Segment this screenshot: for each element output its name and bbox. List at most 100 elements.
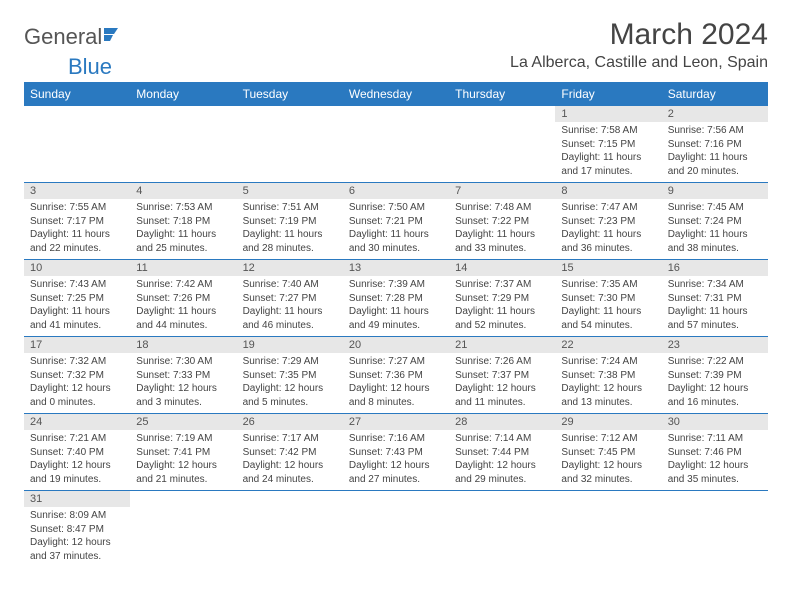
daylight-text: Daylight: 11 hours and 33 minutes. (455, 228, 549, 255)
daylight-text: Daylight: 11 hours and 22 minutes. (30, 228, 124, 255)
daylight-text: Daylight: 12 hours and 29 minutes. (455, 459, 549, 486)
day-info-cell: Sunrise: 7:24 AMSunset: 7:38 PMDaylight:… (555, 353, 661, 414)
sunset-text: Sunset: 7:17 PM (30, 215, 124, 229)
daylight-text: Daylight: 12 hours and 21 minutes. (136, 459, 230, 486)
logo-flag-icon (104, 24, 126, 50)
daylight-text: Daylight: 11 hours and 25 minutes. (136, 228, 230, 255)
sunrise-text: Sunrise: 7:32 AM (30, 355, 124, 369)
daylight-text: Daylight: 12 hours and 0 minutes. (30, 382, 124, 409)
sunset-text: Sunset: 7:21 PM (349, 215, 443, 229)
day-info-cell (237, 122, 343, 183)
day-number-cell: 15 (555, 260, 661, 277)
day-header: Sunday (24, 82, 130, 106)
day-info-cell: Sunrise: 7:30 AMSunset: 7:33 PMDaylight:… (130, 353, 236, 414)
sunrise-text: Sunrise: 7:58 AM (561, 124, 655, 138)
sunset-text: Sunset: 8:47 PM (30, 523, 124, 537)
daylight-text: Daylight: 11 hours and 36 minutes. (561, 228, 655, 255)
sunset-text: Sunset: 7:18 PM (136, 215, 230, 229)
day-number-cell (237, 491, 343, 508)
sunrise-text: Sunrise: 7:16 AM (349, 432, 443, 446)
sunrise-text: Sunrise: 7:22 AM (668, 355, 762, 369)
sunset-text: Sunset: 7:23 PM (561, 215, 655, 229)
day-info-cell: Sunrise: 7:21 AMSunset: 7:40 PMDaylight:… (24, 430, 130, 491)
sunset-text: Sunset: 7:38 PM (561, 369, 655, 383)
day-info-cell: Sunrise: 7:45 AMSunset: 7:24 PMDaylight:… (662, 199, 768, 260)
day-header: Tuesday (237, 82, 343, 106)
sunrise-text: Sunrise: 7:12 AM (561, 432, 655, 446)
day-number-cell: 5 (237, 183, 343, 200)
day-info-cell (343, 122, 449, 183)
day-info-cell: Sunrise: 7:19 AMSunset: 7:41 PMDaylight:… (130, 430, 236, 491)
day-info-cell: Sunrise: 7:26 AMSunset: 7:37 PMDaylight:… (449, 353, 555, 414)
day-number-cell (449, 491, 555, 508)
daynum-row: 17181920212223 (24, 337, 768, 354)
sunrise-text: Sunrise: 7:27 AM (349, 355, 443, 369)
daylight-text: Daylight: 11 hours and 44 minutes. (136, 305, 230, 332)
sunset-text: Sunset: 7:33 PM (136, 369, 230, 383)
daylight-text: Daylight: 12 hours and 32 minutes. (561, 459, 655, 486)
sunset-text: Sunset: 7:29 PM (455, 292, 549, 306)
day-info-cell: Sunrise: 7:39 AMSunset: 7:28 PMDaylight:… (343, 276, 449, 337)
daylight-text: Daylight: 11 hours and 17 minutes. (561, 151, 655, 178)
daylight-text: Daylight: 12 hours and 35 minutes. (668, 459, 762, 486)
day-info-cell: Sunrise: 7:37 AMSunset: 7:29 PMDaylight:… (449, 276, 555, 337)
daylight-text: Daylight: 12 hours and 27 minutes. (349, 459, 443, 486)
day-number-cell: 27 (343, 414, 449, 431)
day-number-cell: 23 (662, 337, 768, 354)
sunset-text: Sunset: 7:15 PM (561, 138, 655, 152)
day-number-cell: 30 (662, 414, 768, 431)
day-number-cell: 16 (662, 260, 768, 277)
month-title: March 2024 (510, 18, 768, 52)
day-number-cell: 7 (449, 183, 555, 200)
sunrise-text: Sunrise: 7:37 AM (455, 278, 549, 292)
day-info-cell (130, 507, 236, 567)
day-number-cell: 24 (24, 414, 130, 431)
info-row: Sunrise: 7:55 AMSunset: 7:17 PMDaylight:… (24, 199, 768, 260)
day-number-cell: 26 (237, 414, 343, 431)
sunset-text: Sunset: 7:28 PM (349, 292, 443, 306)
day-number-cell (343, 106, 449, 122)
day-number-cell: 13 (343, 260, 449, 277)
daylight-text: Daylight: 11 hours and 54 minutes. (561, 305, 655, 332)
day-number-cell (130, 106, 236, 122)
daynum-row: 12 (24, 106, 768, 122)
day-number-cell: 1 (555, 106, 661, 122)
sunrise-text: Sunrise: 7:51 AM (243, 201, 337, 215)
daylight-text: Daylight: 11 hours and 52 minutes. (455, 305, 549, 332)
day-info-cell: Sunrise: 7:17 AMSunset: 7:42 PMDaylight:… (237, 430, 343, 491)
day-info-cell (130, 122, 236, 183)
day-number-cell: 17 (24, 337, 130, 354)
daylight-text: Daylight: 12 hours and 13 minutes. (561, 382, 655, 409)
day-info-cell: Sunrise: 7:55 AMSunset: 7:17 PMDaylight:… (24, 199, 130, 260)
daynum-row: 10111213141516 (24, 260, 768, 277)
sunrise-text: Sunrise: 7:42 AM (136, 278, 230, 292)
sunset-text: Sunset: 7:26 PM (136, 292, 230, 306)
day-number-cell: 29 (555, 414, 661, 431)
day-number-cell (555, 491, 661, 508)
day-info-cell: Sunrise: 7:12 AMSunset: 7:45 PMDaylight:… (555, 430, 661, 491)
sunset-text: Sunset: 7:37 PM (455, 369, 549, 383)
day-info-cell (24, 122, 130, 183)
day-header: Thursday (449, 82, 555, 106)
day-number-cell: 4 (130, 183, 236, 200)
sunset-text: Sunset: 7:42 PM (243, 446, 337, 460)
sunset-text: Sunset: 7:44 PM (455, 446, 549, 460)
sunrise-text: Sunrise: 7:53 AM (136, 201, 230, 215)
day-info-cell: Sunrise: 7:11 AMSunset: 7:46 PMDaylight:… (662, 430, 768, 491)
day-info-cell: Sunrise: 7:32 AMSunset: 7:32 PMDaylight:… (24, 353, 130, 414)
sunset-text: Sunset: 7:35 PM (243, 369, 337, 383)
info-row: Sunrise: 7:58 AMSunset: 7:15 PMDaylight:… (24, 122, 768, 183)
day-number-cell (130, 491, 236, 508)
sunset-text: Sunset: 7:41 PM (136, 446, 230, 460)
day-info-cell: Sunrise: 7:16 AMSunset: 7:43 PMDaylight:… (343, 430, 449, 491)
sunrise-text: Sunrise: 7:35 AM (561, 278, 655, 292)
sunset-text: Sunset: 7:19 PM (243, 215, 337, 229)
sunset-text: Sunset: 7:16 PM (668, 138, 762, 152)
sunrise-text: Sunrise: 7:21 AM (30, 432, 124, 446)
daylight-text: Daylight: 11 hours and 20 minutes. (668, 151, 762, 178)
info-row: Sunrise: 7:32 AMSunset: 7:32 PMDaylight:… (24, 353, 768, 414)
sunrise-text: Sunrise: 7:55 AM (30, 201, 124, 215)
day-info-cell: Sunrise: 7:35 AMSunset: 7:30 PMDaylight:… (555, 276, 661, 337)
daylight-text: Daylight: 12 hours and 5 minutes. (243, 382, 337, 409)
daylight-text: Daylight: 12 hours and 8 minutes. (349, 382, 443, 409)
